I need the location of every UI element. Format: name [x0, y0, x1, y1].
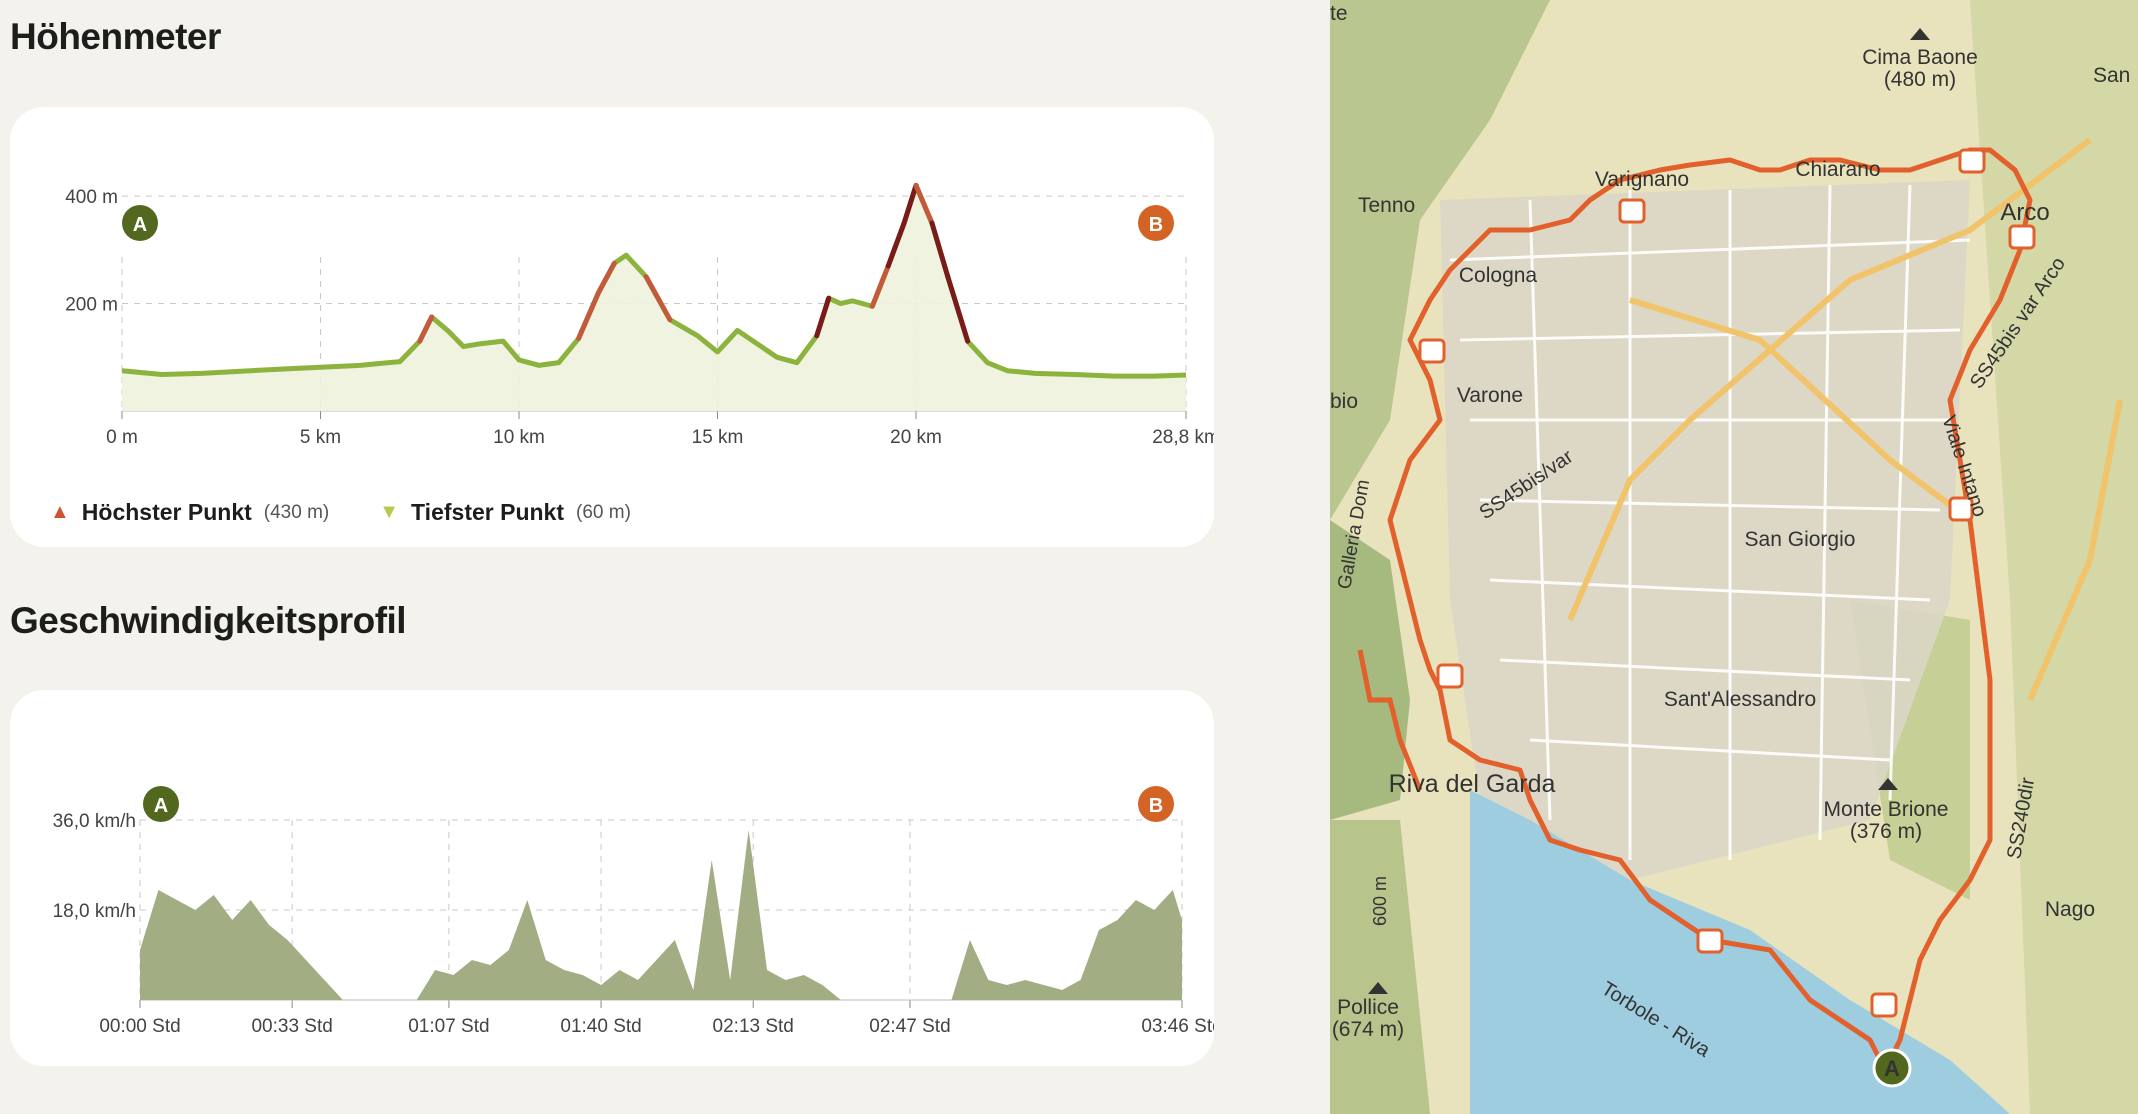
y-tick-label: 400 m: [65, 187, 118, 208]
legend-highest-point: ▲ Höchster Punkt (430 m): [50, 499, 329, 526]
speed-section-title: Geschwindigkeitsprofil: [10, 600, 407, 641]
elevation-section-title: Höhenmeter: [10, 16, 221, 57]
end-marker-label: B: [1149, 795, 1163, 817]
map-forest-southwest: [1330, 820, 1430, 1114]
elevation-steep-segment: [901, 182, 919, 226]
map-start-marker-label: A: [1884, 1056, 1900, 1081]
map-label-san-giorgio: San Giorgio: [1745, 528, 1856, 551]
map-road-grid: [1449, 184, 1971, 860]
speed-chart: 36,0 km/h 18,0 km/h 00:00 Std 00:33 Std 01:0…: [53, 786, 1214, 1037]
legend-lowest-point: ▼ Tiefster Punkt (60 m): [379, 499, 631, 526]
map-label-monte-brione-elev: (376 m): [1850, 820, 1922, 843]
x-tick-label: 01:40 Std: [560, 1016, 641, 1037]
map-label-cima-baone-elev: (480 m): [1884, 68, 1956, 91]
x-tick-label: 28,8 km: [1152, 427, 1214, 448]
map-terrain-east: [1970, 0, 2138, 1114]
route-direction-markers: [1418, 148, 2036, 1018]
map-forest-west: [1330, 520, 1410, 820]
peak-icon: [1878, 778, 1898, 790]
end-marker: [1138, 205, 1174, 241]
legend-low-value: (60 m): [576, 501, 631, 523]
x-tick-label: 20 km: [890, 427, 942, 448]
x-tick-label: 00:33 Std: [251, 1016, 332, 1037]
elevation-area: [122, 185, 1186, 411]
route-map[interactable]: A Cima Baone (480 m) San te Tenno Varign…: [1330, 0, 2138, 1114]
map-start-marker[interactable]: [1872, 1048, 1912, 1088]
map-lake-garda: [1470, 790, 2010, 1114]
map-canvas[interactable]: A Cima Baone (480 m) San te Tenno Varign…: [1330, 0, 2138, 1114]
x-tick-label: 10 km: [493, 427, 545, 448]
map-label-cologna: Cologna: [1459, 264, 1538, 287]
elevation-steep-segment: [885, 220, 907, 269]
map-label-pollice-elev: (674 m): [1332, 1018, 1404, 1041]
x-tick-label: 02:13 Std: [713, 1016, 794, 1037]
triangle-up-icon: ▲: [50, 501, 70, 523]
map-label-sant-alessandro: Sant'Alessandro: [1664, 688, 1816, 711]
y-tick-label: 36,0 km/h: [53, 811, 136, 832]
elevation-steep-segment: [945, 274, 971, 344]
elevation-steep-segment: [417, 314, 435, 344]
legend-high-label: Höchster Punkt: [81, 499, 252, 525]
elevation-chart: 400 m 200 m 0 m 5 km 10 km 15 km 20 km 28,8 km A…: [65, 182, 1214, 448]
map-label-varignano: Varignano: [1595, 168, 1689, 191]
map-label-bio: bio: [1330, 390, 1358, 413]
peak-icon: [1910, 28, 1930, 40]
elevation-steep-segment: [595, 260, 617, 296]
speed-area: [140, 830, 1182, 1000]
elevation-steep-segment: [929, 220, 951, 280]
x-tick-label: 01:07 Std: [408, 1016, 489, 1037]
map-label-chiarano: Chiarano: [1795, 158, 1880, 181]
elevation-steep-segment: [643, 274, 673, 323]
map-label-arco: Arco: [2000, 199, 2049, 226]
y-tick-label: 18,0 km/h: [53, 901, 136, 922]
map-label-pollice: Pollice: [1337, 996, 1399, 1019]
legend-low-label: Tiefster Punkt: [411, 499, 564, 525]
x-tick-label: 00:00 Std: [99, 1016, 180, 1037]
x-tick-label: 0 m: [106, 427, 138, 448]
start-marker-label: A: [154, 795, 168, 817]
elevation-steep-segment: [576, 290, 601, 341]
elevation-legend: ▲ Höchster Punkt (430 m) ▼ Tiefster Punk…: [50, 499, 631, 526]
start-marker-label: A: [133, 214, 147, 236]
map-label-riva-del-garda: Riva del Garda: [1389, 770, 1556, 798]
elevation-card: 400 m 200 m 0 m 5 km 10 km 15 km 20 km 28,8 km A…: [10, 107, 1214, 547]
elevation-steep-segment: [814, 295, 832, 339]
end-marker: [1138, 786, 1174, 822]
start-marker: [143, 786, 179, 822]
map-label-monte-brione: Monte Brione: [1824, 798, 1949, 821]
x-tick-label: 02:47 Std: [869, 1016, 950, 1037]
x-tick-label: 5 km: [300, 427, 341, 448]
map-road-ss240dir: [2027, 399, 2123, 702]
map-label-cima-baone: Cima Baone: [1862, 46, 1978, 69]
start-marker: [122, 205, 158, 241]
map-label-tenno: Tenno: [1358, 194, 1415, 217]
y-tick-label: 200 m: [65, 295, 118, 316]
route-branch: [1357, 649, 1423, 791]
end-marker-label: B: [1149, 214, 1163, 236]
legend-high-value: (430 m): [263, 501, 330, 523]
map-urban-area: [1440, 180, 1970, 880]
speed-card: 36,0 km/h 18,0 km/h 00:00 Std 00:33 Std 01:0…: [10, 690, 1214, 1066]
x-tick-label: 03:46 Std: [1141, 1016, 1214, 1037]
elevation-steep-segment: [869, 263, 891, 309]
triangle-down-icon: ▼: [379, 501, 400, 523]
map-label-nago: Nago: [2045, 898, 2095, 921]
map-label-te: te: [1330, 2, 1348, 25]
elevation-steep-segment: [913, 182, 935, 226]
map-forest-northwest: [1330, 0, 1550, 520]
map-label-san: San: [2093, 64, 2130, 87]
x-tick-label: 15 km: [692, 427, 744, 448]
map-label-varone: Varone: [1457, 384, 1523, 407]
map-label-600m: 600 m: [1370, 876, 1390, 926]
map-road-secondary: [1629, 297, 1972, 523]
peak-icon: [1368, 982, 1388, 994]
